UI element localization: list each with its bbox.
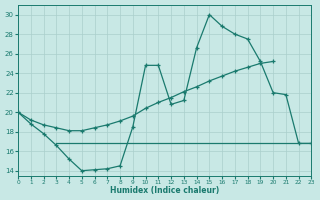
X-axis label: Humidex (Indice chaleur): Humidex (Indice chaleur) bbox=[110, 186, 219, 195]
